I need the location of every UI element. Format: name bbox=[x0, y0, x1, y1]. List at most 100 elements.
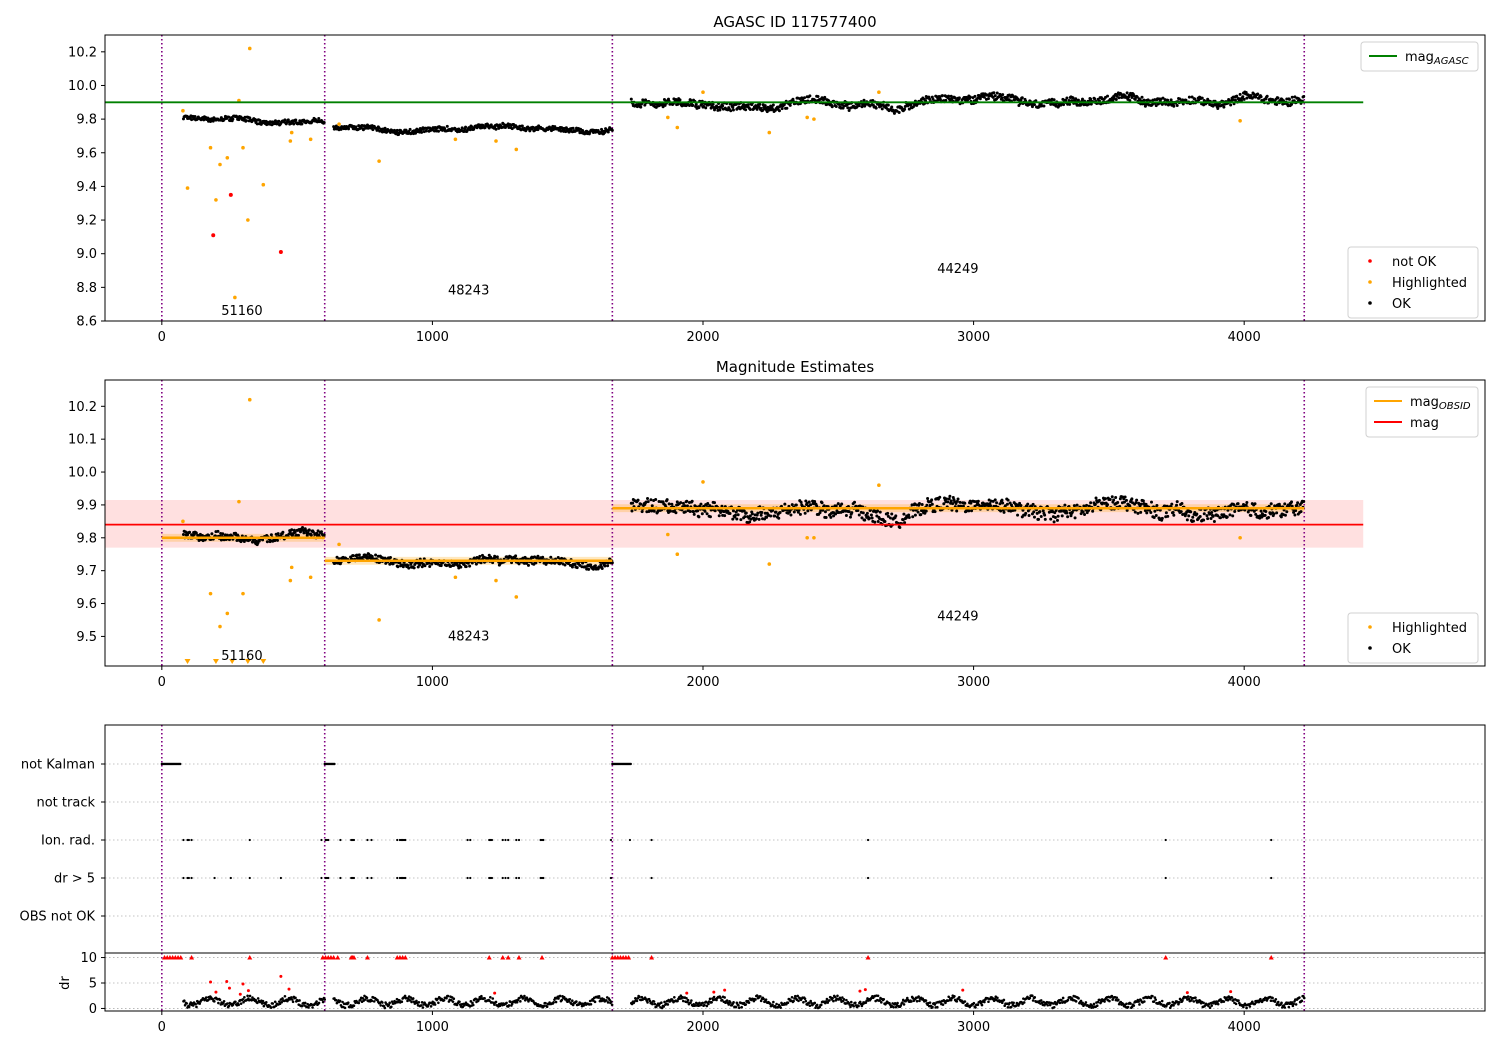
ok-point bbox=[307, 528, 311, 532]
dr-point bbox=[1061, 996, 1065, 1000]
dr-point bbox=[983, 1000, 986, 1004]
ok-point bbox=[1085, 503, 1089, 507]
dr-point bbox=[719, 996, 722, 1000]
dr-point bbox=[437, 1001, 440, 1005]
flag-point bbox=[1164, 876, 1167, 880]
dr-high-point bbox=[685, 991, 689, 995]
dr-point bbox=[415, 999, 418, 1003]
dr-point bbox=[996, 996, 999, 1000]
dr-point bbox=[1108, 999, 1111, 1003]
ok-point bbox=[1018, 501, 1022, 505]
ok-point bbox=[1267, 504, 1271, 508]
ok-point bbox=[258, 118, 262, 122]
dr-point bbox=[464, 1001, 468, 1004]
flag-point bbox=[469, 876, 472, 880]
dr-high-point bbox=[241, 982, 245, 986]
ok-point bbox=[1066, 515, 1070, 519]
x-tick-label: 0 bbox=[158, 330, 166, 345]
dr-clipped-marker bbox=[1268, 955, 1274, 960]
dr-point bbox=[708, 997, 712, 1001]
dr-point bbox=[1033, 996, 1037, 999]
highlighted-point bbox=[812, 117, 816, 121]
dr-point bbox=[832, 999, 835, 1003]
highlighted-point bbox=[289, 565, 294, 570]
ok-point bbox=[957, 96, 961, 100]
ok-point bbox=[478, 554, 482, 558]
ok-point bbox=[777, 516, 781, 520]
highlighted-point bbox=[214, 198, 218, 202]
dr-point bbox=[469, 1000, 473, 1003]
dr-point bbox=[218, 998, 222, 1002]
dr-point bbox=[365, 996, 369, 1000]
ok-point bbox=[1083, 513, 1087, 517]
dr-high-point bbox=[493, 991, 497, 995]
ok-point bbox=[603, 564, 607, 568]
ok-point bbox=[210, 532, 214, 536]
dr-point bbox=[1115, 996, 1119, 999]
dr-point bbox=[271, 1002, 275, 1005]
highlighted-point bbox=[308, 575, 313, 580]
ok-point bbox=[1259, 95, 1263, 99]
ok-point bbox=[430, 562, 434, 566]
ok-point bbox=[1225, 515, 1229, 519]
dr-point bbox=[417, 1000, 421, 1004]
ok-point bbox=[862, 98, 866, 102]
dr-point bbox=[1096, 1000, 1100, 1004]
ok-point bbox=[549, 555, 553, 559]
ok-point bbox=[293, 530, 297, 534]
ok-point bbox=[531, 125, 535, 129]
flag-point bbox=[187, 838, 190, 842]
dr-tick-label: 0 bbox=[89, 1002, 97, 1017]
ok-point bbox=[1114, 496, 1118, 500]
dr-point bbox=[772, 1000, 775, 1004]
ok-point bbox=[322, 121, 326, 125]
legend-label: Highlighted bbox=[1392, 276, 1467, 291]
ok-point bbox=[304, 529, 308, 533]
ok-point bbox=[665, 498, 669, 502]
dr-point bbox=[759, 999, 763, 1003]
ok-point bbox=[443, 126, 447, 130]
dr-point bbox=[1280, 1001, 1283, 1005]
dr-point bbox=[980, 1003, 984, 1007]
ok-point bbox=[894, 514, 898, 518]
ok-point bbox=[428, 565, 432, 569]
dr-point bbox=[396, 1000, 400, 1004]
ok-point bbox=[865, 511, 869, 515]
dr-point bbox=[1237, 999, 1240, 1002]
ok-point bbox=[970, 509, 974, 513]
dr-point bbox=[987, 1000, 990, 1004]
obsid-label: 51160 bbox=[221, 649, 262, 664]
y-tick-label: 9.6 bbox=[76, 146, 97, 161]
ok-point bbox=[1019, 504, 1023, 508]
dr-point bbox=[273, 1000, 277, 1004]
dr-point bbox=[1229, 998, 1232, 1001]
below-range-marker bbox=[184, 659, 191, 664]
below-range-marker bbox=[260, 659, 267, 664]
dr-point bbox=[1253, 1002, 1257, 1006]
dr-clipped-marker bbox=[178, 955, 184, 960]
dr-point bbox=[744, 1003, 748, 1006]
ok-point bbox=[534, 561, 538, 565]
highlighted-point bbox=[675, 125, 680, 130]
not-ok-point bbox=[228, 192, 233, 197]
dr-point bbox=[1230, 996, 1234, 999]
dr-point bbox=[411, 997, 415, 1000]
ok-point bbox=[1189, 510, 1193, 514]
ok-point bbox=[277, 119, 281, 123]
ok-point bbox=[1005, 502, 1009, 506]
ok-point bbox=[630, 509, 634, 513]
ok-point bbox=[956, 497, 960, 501]
dr-point bbox=[458, 1000, 461, 1004]
highlighted-point bbox=[247, 46, 252, 51]
ok-point bbox=[816, 94, 820, 98]
ok-point bbox=[315, 531, 319, 535]
dr-point bbox=[338, 999, 342, 1003]
ok-point bbox=[1108, 498, 1112, 502]
ok-point bbox=[834, 104, 838, 108]
dr-point bbox=[813, 1001, 817, 1005]
ok-point bbox=[823, 510, 827, 514]
ok-point bbox=[1104, 497, 1107, 501]
dr-point bbox=[605, 999, 608, 1002]
ok-point bbox=[181, 532, 185, 536]
